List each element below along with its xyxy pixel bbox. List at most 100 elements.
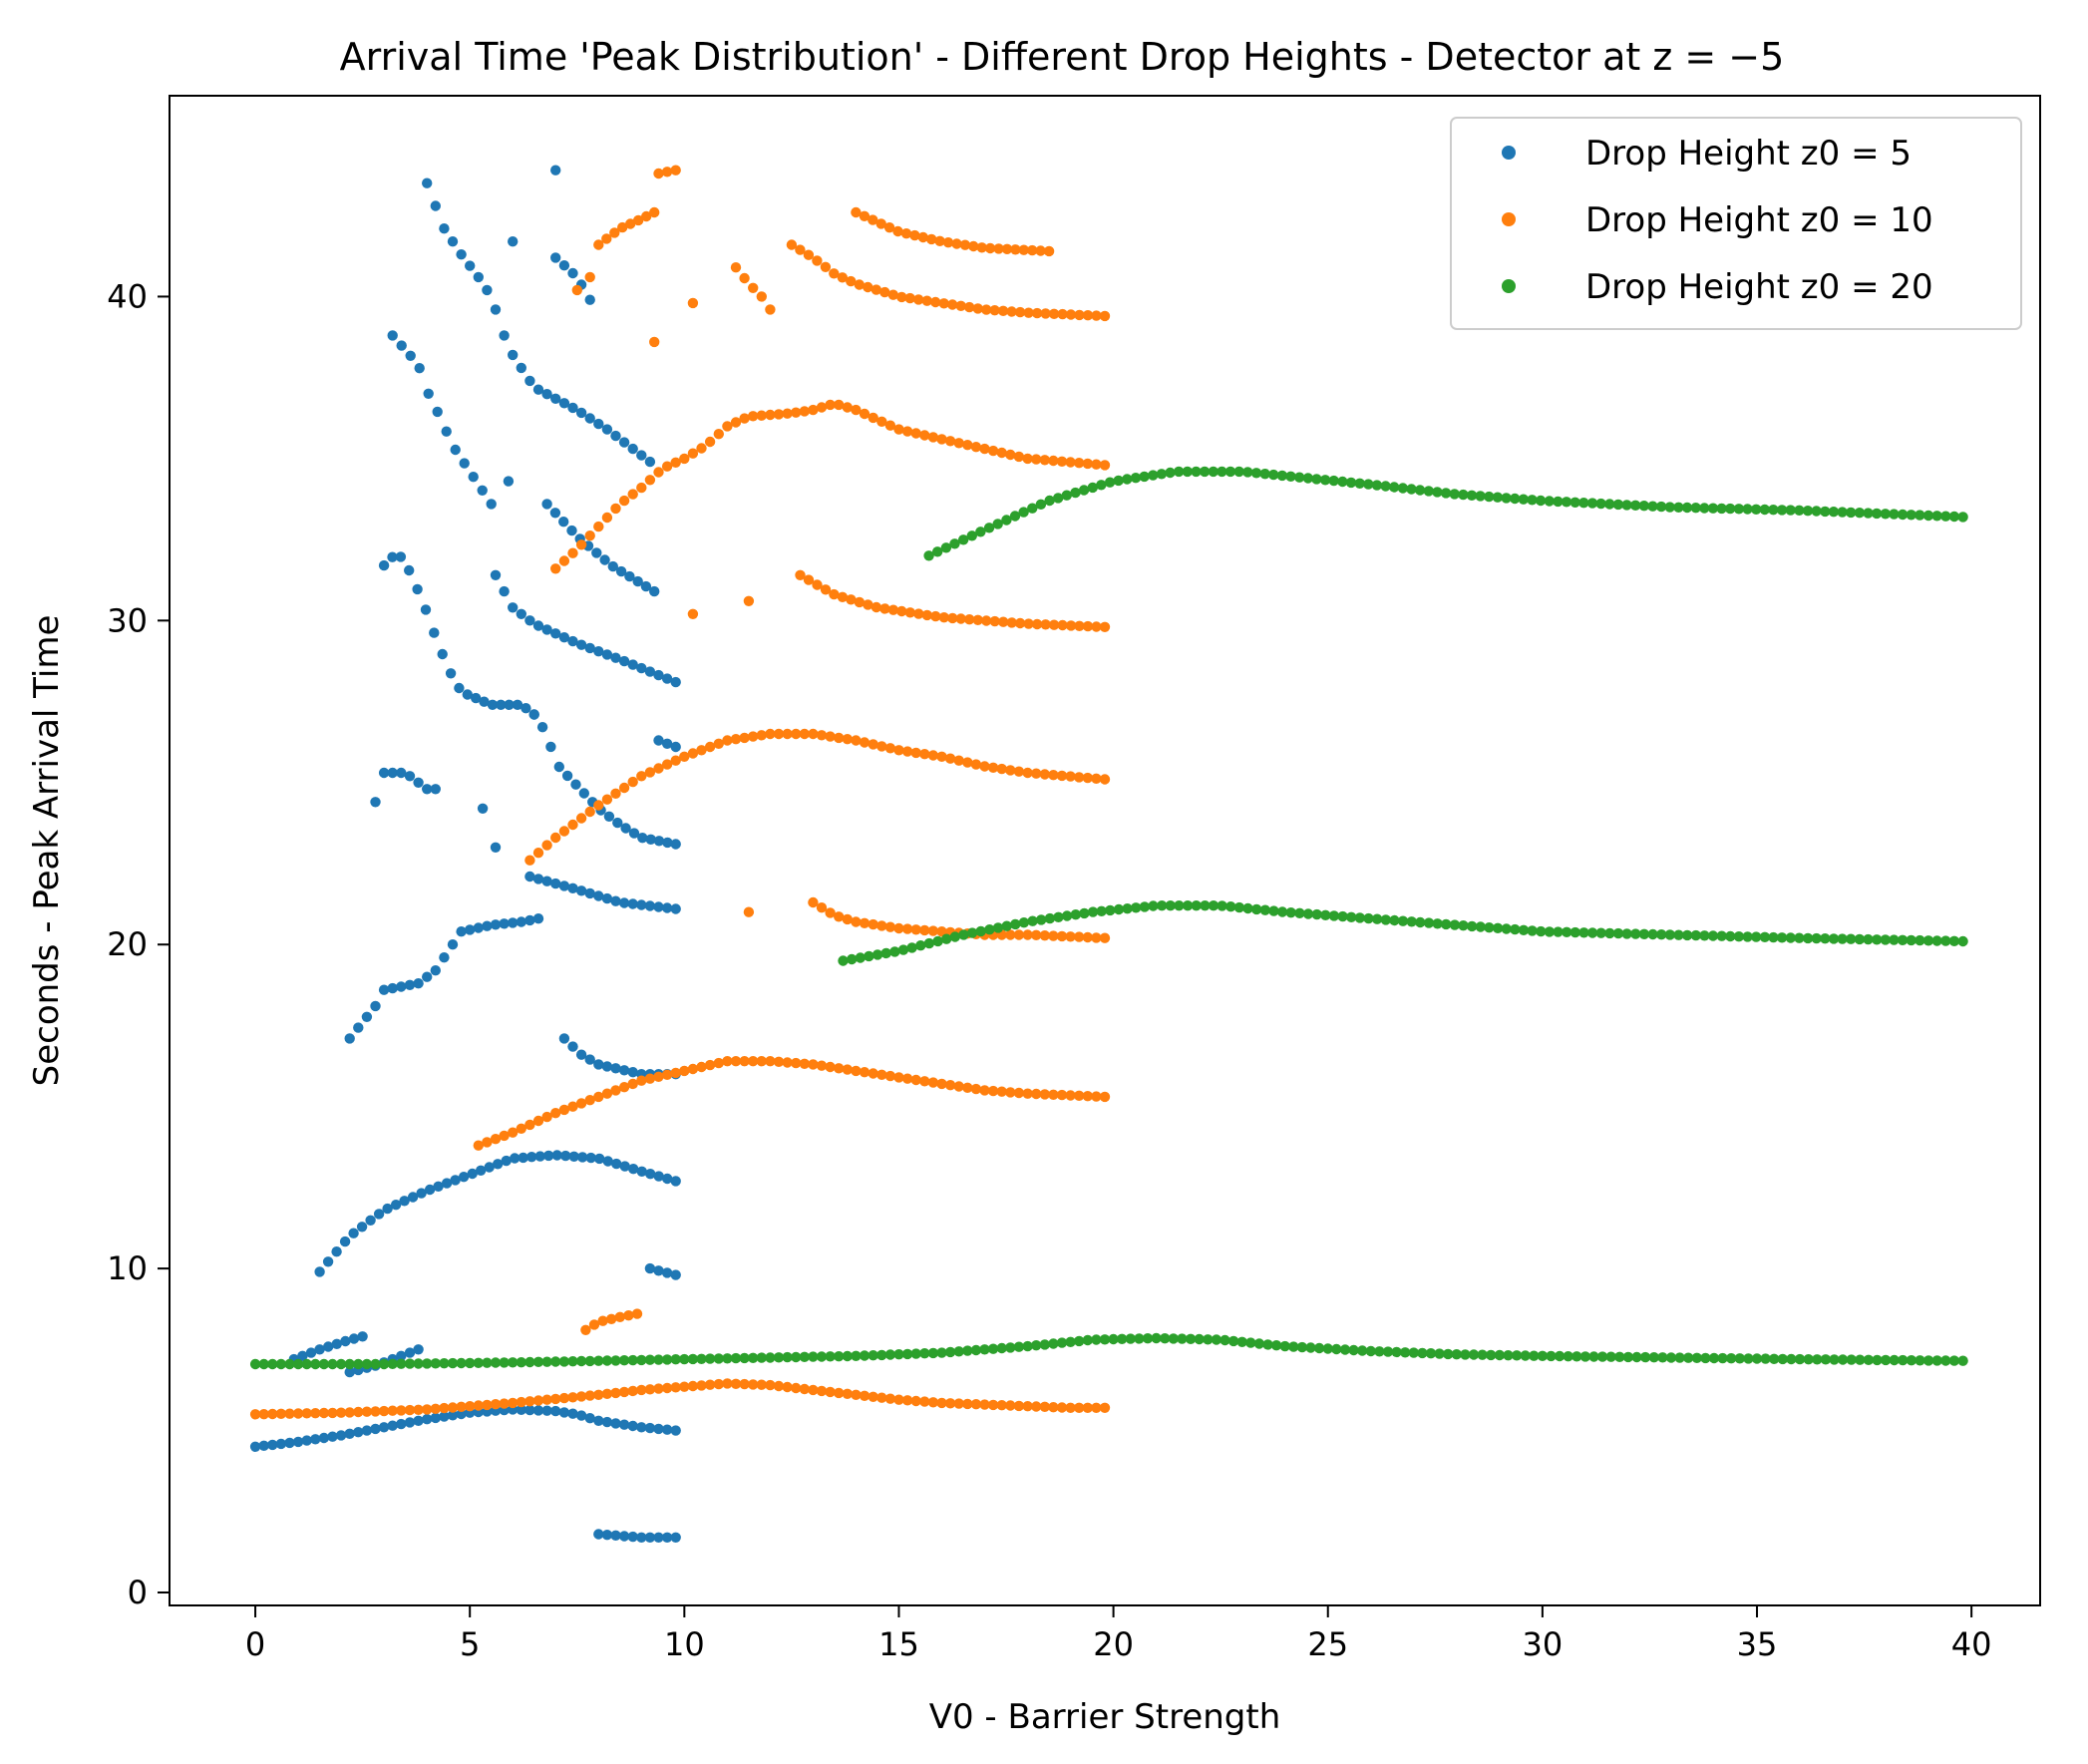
data-point bbox=[1108, 1333, 1119, 1345]
data-point bbox=[713, 429, 724, 440]
data-point bbox=[447, 1357, 459, 1369]
data-point bbox=[803, 574, 815, 585]
data-point bbox=[799, 1383, 810, 1395]
data-point bbox=[1699, 503, 1710, 514]
data-point bbox=[618, 1082, 630, 1093]
data-point bbox=[1846, 507, 1857, 519]
data-point bbox=[1948, 1355, 1960, 1366]
data-point bbox=[516, 1357, 526, 1368]
data-point bbox=[1018, 917, 1030, 928]
data-point bbox=[1397, 483, 1409, 494]
data-point bbox=[1441, 918, 1452, 930]
data-point bbox=[921, 295, 932, 306]
data-point bbox=[782, 1057, 793, 1068]
data-point bbox=[653, 1423, 664, 1435]
data-point bbox=[1683, 1352, 1694, 1363]
data-point bbox=[868, 1068, 878, 1079]
data-point bbox=[696, 1380, 707, 1391]
data-point bbox=[992, 922, 1004, 933]
data-point bbox=[851, 916, 862, 927]
data-point bbox=[670, 165, 681, 176]
data-point bbox=[919, 924, 930, 936]
data-point bbox=[653, 901, 664, 912]
data-point bbox=[644, 1532, 656, 1544]
data-point bbox=[1311, 474, 1322, 485]
data-point bbox=[816, 730, 828, 741]
data-point bbox=[378, 1405, 390, 1417]
data-point bbox=[1768, 505, 1779, 516]
data-point bbox=[1759, 931, 1771, 942]
data-point bbox=[602, 1156, 613, 1167]
data-point bbox=[584, 1390, 595, 1401]
data-point bbox=[607, 560, 618, 572]
data-point bbox=[949, 538, 960, 549]
data-point bbox=[601, 1388, 613, 1400]
data-point bbox=[423, 388, 434, 399]
data-point bbox=[820, 261, 832, 272]
data-point bbox=[1371, 480, 1383, 491]
data-point bbox=[1039, 1401, 1051, 1413]
data-point bbox=[897, 944, 909, 955]
data-point bbox=[1211, 1334, 1222, 1345]
data-point bbox=[661, 759, 673, 770]
data-point bbox=[1354, 478, 1365, 489]
data-point bbox=[972, 303, 983, 314]
data-point bbox=[541, 1394, 552, 1405]
data-point bbox=[558, 1033, 570, 1044]
data-point bbox=[636, 1532, 647, 1544]
data-point bbox=[842, 913, 853, 925]
data-point bbox=[670, 1176, 681, 1187]
data-point bbox=[1588, 1351, 1599, 1362]
data-point bbox=[318, 1407, 330, 1419]
data-point bbox=[884, 743, 896, 754]
data-point bbox=[1048, 308, 1060, 319]
data-point bbox=[786, 239, 798, 250]
data-point bbox=[921, 609, 932, 621]
data-point bbox=[1091, 621, 1102, 632]
data-point bbox=[1664, 502, 1675, 513]
data-point bbox=[550, 1356, 561, 1367]
data-point bbox=[730, 417, 742, 428]
data-point bbox=[305, 1347, 317, 1358]
data-point bbox=[1156, 469, 1168, 480]
data-point bbox=[1294, 907, 1305, 918]
data-point bbox=[947, 299, 958, 310]
data-point bbox=[981, 615, 992, 626]
data-point bbox=[1053, 911, 1064, 922]
data-point bbox=[1494, 1349, 1506, 1361]
data-point bbox=[284, 1437, 295, 1449]
data-point bbox=[791, 728, 802, 740]
data-point bbox=[1160, 1333, 1171, 1344]
data-point bbox=[1492, 922, 1504, 933]
data-point bbox=[405, 350, 416, 361]
data-point bbox=[618, 495, 630, 507]
data-point bbox=[1065, 1336, 1076, 1348]
data-point bbox=[508, 602, 519, 613]
data-point bbox=[1922, 935, 1934, 946]
data-point bbox=[1006, 306, 1017, 317]
data-point bbox=[687, 1380, 699, 1392]
data-point bbox=[465, 1357, 476, 1369]
data-point bbox=[636, 899, 647, 910]
data-point bbox=[430, 1412, 441, 1424]
data-point bbox=[871, 949, 883, 960]
data-point bbox=[816, 1060, 828, 1071]
data-point bbox=[1346, 911, 1357, 922]
data-point bbox=[1699, 930, 1710, 941]
data-point bbox=[1906, 934, 1916, 946]
data-point bbox=[610, 1418, 621, 1429]
data-point bbox=[1760, 1353, 1771, 1364]
data-point bbox=[1425, 1348, 1437, 1359]
data-point bbox=[1957, 512, 1968, 523]
data-point bbox=[413, 1358, 424, 1369]
data-point bbox=[1039, 930, 1051, 941]
data-point bbox=[1082, 620, 1094, 632]
data-point bbox=[584, 271, 595, 283]
data-point bbox=[842, 1064, 853, 1075]
data-point bbox=[1031, 307, 1043, 319]
x-tick-label: 5 bbox=[460, 1625, 480, 1663]
data-point bbox=[584, 1355, 595, 1367]
data-point bbox=[373, 1209, 385, 1220]
data-point bbox=[1233, 901, 1245, 913]
data-point bbox=[1010, 244, 1021, 255]
